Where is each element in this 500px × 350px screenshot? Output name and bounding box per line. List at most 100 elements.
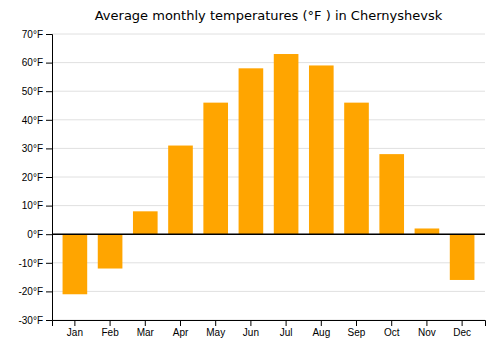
y-tick-label: -30°F	[18, 315, 43, 326]
x-tick-mark	[391, 320, 392, 326]
grid-line	[52, 177, 485, 178]
x-tick-label: Jun	[243, 327, 259, 338]
y-tick: 10°F	[22, 200, 52, 211]
y-tick-label: 0°F	[27, 229, 43, 240]
y-tick-mark	[46, 291, 52, 292]
title: Average monthly temperatures (°F ) in Ch…	[95, 8, 443, 23]
x-tick: Nov	[418, 320, 436, 338]
y-tick-label: 20°F	[22, 172, 43, 183]
y-tick-mark	[46, 148, 52, 149]
x-axis: Jan Feb Mar Apr May Jun Jul Aug Sep Oct Nov Dec	[53, 320, 486, 338]
x-tick-label: Aug	[312, 327, 330, 338]
grid-line	[52, 234, 485, 235]
x-tick-label: Mar	[137, 327, 155, 338]
bar	[274, 54, 299, 234]
y-tick-mark	[46, 120, 52, 121]
x-tick-mark	[74, 320, 75, 326]
grid-line	[52, 205, 485, 206]
y-tick-label: 10°F	[22, 200, 43, 211]
x-tick-mark	[180, 320, 181, 326]
plot: -30°F -20°F -10°F 0°F 10°F 20°F 30°F 40°F 50°F 60…	[18, 29, 485, 338]
x-tick-label: Apr	[173, 327, 189, 338]
bar	[203, 103, 228, 235]
x-tick-mark	[462, 320, 463, 326]
chart: -30°F -20°F -10°F 0°F 10°F 20°F 30°F 40°F 50°F 60…	[0, 0, 500, 350]
bar	[133, 211, 158, 234]
x-tick-label: Oct	[384, 327, 400, 338]
y-tick: 40°F	[22, 115, 52, 126]
x-axis-line	[53, 321, 486, 327]
y-tick-mark	[46, 177, 52, 178]
bar	[309, 65, 334, 234]
x-tick: Jan	[67, 320, 83, 338]
x-tick-label: May	[206, 327, 225, 338]
x-tick-mark	[356, 320, 357, 326]
y-tick-label: 30°F	[22, 143, 43, 154]
y-tick: -10°F	[18, 258, 52, 269]
bars	[63, 54, 475, 294]
y-tick-mark	[46, 263, 52, 264]
grid-line	[52, 291, 485, 292]
x-tick-label: Dec	[453, 327, 471, 338]
y-tick: 20°F	[22, 172, 52, 183]
x-tick-mark	[215, 320, 216, 326]
bar	[415, 228, 440, 234]
y-tick-mark	[46, 34, 52, 35]
grid-line	[52, 91, 485, 92]
y-tick-label: 60°F	[22, 57, 43, 68]
bar	[344, 103, 369, 235]
grid	[52, 34, 485, 320]
x-tick: Mar	[137, 320, 155, 338]
x-tick: Dec	[453, 320, 471, 338]
x-tick-mark	[250, 320, 251, 326]
x-tick: Feb	[101, 320, 119, 338]
y-tick-mark	[46, 206, 52, 207]
x-tick-label: Jul	[280, 327, 293, 338]
y-tick: 30°F	[22, 143, 52, 154]
y-tick-mark	[46, 320, 52, 321]
grid-line	[52, 62, 485, 63]
x-tick-label: Nov	[418, 327, 436, 338]
x-tick: Sep	[348, 320, 366, 338]
y-tick: 0°F	[27, 229, 52, 240]
y-tick-mark	[46, 234, 52, 235]
y-tick: -30°F	[18, 315, 52, 326]
y-tick-label: 70°F	[22, 29, 43, 40]
bar	[63, 234, 88, 294]
x-tick-label: Feb	[101, 327, 119, 338]
y-axis: -30°F -20°F -10°F 0°F 10°F 20°F 30°F 40°F 50°F 60…	[18, 29, 52, 326]
bar	[168, 146, 193, 235]
x-tick: May	[206, 320, 225, 338]
zero-line	[52, 233, 485, 235]
x-tick-mark	[145, 320, 146, 326]
y-tick: 70°F	[22, 29, 52, 40]
x-tick-mark	[426, 320, 427, 326]
y-tick: -20°F	[18, 286, 52, 297]
y-tick-label: 40°F	[22, 115, 43, 126]
y-tick: 50°F	[22, 86, 52, 97]
y-tick-label: 50°F	[22, 86, 43, 97]
grid-line	[52, 34, 485, 35]
y-axis-line	[46, 35, 53, 321]
x-tick: Apr	[173, 320, 189, 338]
grid-line	[52, 148, 485, 149]
bar	[379, 154, 404, 234]
bar	[98, 234, 123, 268]
grid-line	[52, 119, 485, 120]
y-tick-label: -20°F	[18, 286, 43, 297]
y-tick-mark	[46, 63, 52, 64]
x-tick-label: Jan	[67, 327, 83, 338]
bar	[450, 234, 475, 280]
y-tick: 60°F	[22, 57, 52, 68]
x-tick-mark	[110, 320, 111, 326]
x-tick: Jul	[280, 320, 293, 338]
x-tick: Oct	[384, 320, 400, 338]
x-tick: Aug	[312, 320, 330, 338]
x-tick-mark	[321, 320, 322, 326]
x-tick-mark	[286, 320, 287, 326]
y-tick-mark	[46, 91, 52, 92]
x-tick: Jun	[243, 320, 259, 338]
y-tick-label: -10°F	[18, 258, 43, 269]
x-tick-label: Sep	[348, 327, 366, 338]
bar	[239, 68, 264, 234]
